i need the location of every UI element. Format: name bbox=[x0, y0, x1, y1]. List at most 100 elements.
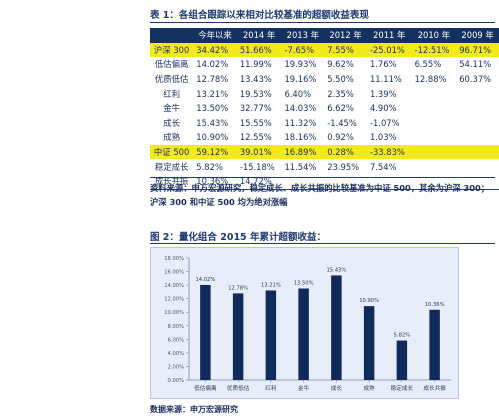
table-cell: 18.16% bbox=[284, 132, 317, 143]
table-cell: 19.93% bbox=[284, 59, 317, 70]
table-cell: 12.88% bbox=[414, 74, 447, 85]
y-tick-label: 14.00% bbox=[164, 283, 184, 289]
row-label: 低估偏离 bbox=[154, 59, 189, 70]
y-tick-label: 6.00% bbox=[168, 337, 185, 343]
row-label: 沪深 300 bbox=[150, 42, 194, 58]
table-cell: -25.01% bbox=[366, 42, 412, 58]
table-cell: 10.90% bbox=[196, 132, 229, 143]
table-cell: 7.54% bbox=[369, 161, 397, 172]
excess-return-chart: 0.00% 2.00% 4.00% 6.00% 8.00% 10.00% 12.00% 14.… bbox=[150, 247, 459, 399]
y-tick-label: 2.00% bbox=[168, 364, 185, 370]
performance-table: 今年以来 2014 年 2013 年 2012 年 2011 年 2010 年 2009 年… bbox=[150, 28, 499, 190]
x-tick-label: 成长 bbox=[331, 384, 343, 392]
y-tick-label: 10.00% bbox=[164, 310, 184, 316]
column-header: 2013 年 bbox=[281, 28, 325, 43]
x-tick-label: 优质低估 bbox=[227, 384, 250, 392]
table-cell: 23.95% bbox=[327, 161, 360, 172]
table-row: 沪深 300 34.42% 51.66% -7.65% 7.55% -25.01% -12.… bbox=[150, 42, 499, 58]
row-label: 红利 bbox=[163, 88, 180, 99]
table-cell: 54.11% bbox=[459, 59, 492, 70]
table1-top-rule bbox=[150, 22, 495, 23]
table-cell: 11.99% bbox=[239, 59, 272, 70]
table-cell: -33.83% bbox=[366, 144, 412, 160]
table-cell: 0.92% bbox=[327, 132, 354, 143]
bar bbox=[429, 309, 440, 380]
y-tick-label: 0.00% bbox=[168, 378, 185, 384]
bar-value-label: 14.02% bbox=[195, 277, 215, 283]
column-header: 2012 年 bbox=[324, 28, 367, 43]
y-tick-label: 8.00% bbox=[168, 324, 185, 330]
bar bbox=[396, 340, 408, 380]
row-label: 稳定成长 bbox=[154, 161, 189, 172]
y-tick-label: 12.00% bbox=[164, 297, 184, 303]
table-cell: 60.37% bbox=[459, 74, 492, 85]
table-cell: 39.01% bbox=[236, 144, 282, 160]
x-tick-label: 稳定成长 bbox=[391, 384, 414, 392]
bar bbox=[265, 290, 277, 380]
table-cell bbox=[412, 116, 457, 131]
table-cell: 1.76% bbox=[369, 59, 397, 70]
bar bbox=[298, 288, 309, 380]
table-cell: 19.16% bbox=[284, 74, 317, 85]
table1-bottom-rule bbox=[150, 177, 495, 178]
table-cell bbox=[456, 116, 499, 131]
figure2-source-note: 数据来源：申万宏源研究 bbox=[150, 405, 238, 414]
column-header bbox=[150, 28, 194, 43]
bar-value-label: 15.43% bbox=[326, 267, 346, 273]
bar bbox=[200, 284, 211, 380]
table-row: 低估偏离 14.02% 11.99% 19.93% 9.62% 1.76% 6.55% 54.… bbox=[150, 57, 499, 72]
row-label: 中证 500 bbox=[150, 144, 194, 160]
figure2-top-rule bbox=[150, 243, 495, 244]
table-cell: 9.62% bbox=[327, 59, 354, 70]
y-tick-label: 4.00% bbox=[168, 351, 185, 357]
table-header-row: 今年以来 2014 年 2013 年 2012 年 2011 年 2010 年 2009 年 bbox=[150, 28, 499, 43]
figure2-caption: 图 2：量化组合 2015 年累计超额收益： bbox=[150, 232, 326, 243]
table-cell: 96.71% bbox=[456, 42, 499, 58]
table1-source-note-2: 沪深 300 和中证 500 均为绝对涨幅 bbox=[150, 197, 288, 207]
table-cell: 32.77% bbox=[239, 103, 272, 114]
chart-svg: 0.00% 2.00% 4.00% 6.00% 8.00% 10.00% 12.00% 14.… bbox=[164, 256, 451, 392]
table-cell: 14.02% bbox=[196, 59, 229, 70]
table1-caption: 表 1：各组合跟踪以来相对比较基准的超额收益表现 bbox=[150, 10, 369, 21]
bar-value-label: 10.36% bbox=[425, 302, 445, 308]
table-cell: -12.51% bbox=[411, 42, 457, 58]
bar bbox=[232, 293, 244, 380]
bar-value-label: 12.78% bbox=[228, 285, 248, 291]
table-cell: 51.66% bbox=[236, 42, 282, 58]
table-cell: 15.55% bbox=[239, 117, 272, 128]
table-cell: -15.18% bbox=[239, 161, 275, 172]
table-cell: 6.55% bbox=[414, 59, 442, 70]
x-tick-label: 金牛 bbox=[298, 384, 310, 392]
column-header: 今年以来 bbox=[193, 28, 237, 43]
table-row: 金牛 13.50% 32.77% 14.03% 6.62% 4.90% bbox=[150, 101, 499, 116]
table-row: 红利 13.21% 19.53% 6.40% 2.35% 1.39% bbox=[150, 86, 499, 101]
table-cell bbox=[411, 144, 457, 160]
row-label: 成长 bbox=[163, 117, 180, 128]
table-cell: 1.39% bbox=[369, 88, 397, 99]
table-cell: -1.45% bbox=[327, 117, 357, 128]
y-tick-label: 18.00% bbox=[164, 256, 184, 262]
table-cell: -1.07% bbox=[369, 117, 400, 128]
table-row: 优质低估 12.78% 13.43% 19.16% 5.50% 11.11% 12.88% 6… bbox=[150, 72, 499, 87]
table-cell: 7.55% bbox=[324, 42, 367, 58]
y-tick-label: 16.00% bbox=[164, 270, 184, 276]
table-row: 中证 500 59.12% 39.01% 16.89% 0.28% -33.83% bbox=[150, 144, 499, 160]
bar-value-label: 13.21% bbox=[261, 282, 281, 288]
column-header: 2011 年 bbox=[366, 28, 412, 43]
table-cell: 6.40% bbox=[284, 88, 312, 99]
row-label: 优质低估 bbox=[154, 74, 189, 85]
table-cell: 4.90% bbox=[369, 103, 397, 114]
table-cell: 11.32% bbox=[284, 117, 317, 128]
table-cell: 1.03% bbox=[369, 132, 397, 143]
bar bbox=[331, 275, 342, 380]
table-cell: 2.35% bbox=[327, 88, 354, 99]
table-cell bbox=[456, 159, 499, 174]
x-tick-label: 低估偏离 bbox=[194, 384, 217, 392]
table-cell: -7.65% bbox=[281, 42, 325, 58]
table-cell bbox=[456, 130, 499, 145]
table-cell bbox=[456, 144, 499, 160]
x-tick-label: 成长共振 bbox=[423, 384, 446, 392]
bar-value-label: 13.50% bbox=[294, 281, 314, 287]
table-cell: 19.53% bbox=[239, 88, 272, 99]
bar bbox=[363, 306, 375, 380]
